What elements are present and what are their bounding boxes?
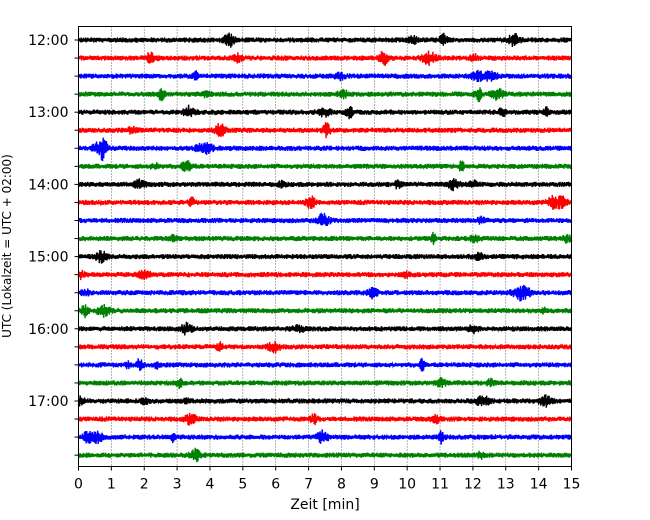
grid-lines (111, 26, 539, 467)
x-tick-label-9: 9 (370, 477, 379, 493)
x-tick-label-13: 13 (497, 477, 515, 493)
trace-1315 (77, 122, 573, 139)
x-axis-ticks: 0 1 2 3 4 5 6 7 8 9 10 11 12 13 14 15 (74, 466, 581, 493)
x-tick-label-2: 2 (140, 477, 149, 493)
x-tick-label-0: 0 (74, 477, 83, 493)
trace-1400 (77, 177, 573, 192)
trace-1745 (77, 447, 573, 463)
trace-1515 (77, 269, 573, 281)
trace-1615 (77, 340, 573, 354)
y-tick-label-4: 16:00 (28, 322, 68, 338)
trace-1345 (77, 160, 573, 172)
x-tick-label-11: 11 (431, 477, 449, 493)
trace-1630 (77, 357, 573, 372)
plot-frame (78, 26, 572, 467)
trace-1700 (77, 394, 573, 408)
trace-1500 (77, 249, 573, 264)
trace-1530 (77, 284, 573, 302)
x-tick-label-4: 4 (206, 477, 215, 493)
trace-1245 (77, 87, 573, 103)
x-tick-label-10: 10 (398, 477, 416, 493)
trace-1300 (77, 104, 573, 120)
trace-1230 (77, 69, 573, 83)
x-tick-label-7: 7 (304, 477, 313, 493)
y-tick-label-2: 14:00 (28, 177, 68, 193)
seismic-traces (77, 32, 573, 463)
x-tick-label-3: 3 (173, 477, 182, 493)
trace-1600 (77, 321, 573, 336)
x-tick-label-8: 8 (337, 477, 346, 493)
trace-1445 (77, 231, 573, 245)
trace-1730 (77, 429, 573, 445)
trace-1715 (77, 412, 573, 426)
y-axis-ticks: 12:00 13:00 14:00 15:00 16:00 17:00 (28, 33, 79, 456)
y-tick-label-0: 12:00 (28, 33, 68, 49)
trace-1330 (77, 137, 573, 162)
trace-1430 (77, 212, 573, 227)
x-tick-label-5: 5 (238, 477, 247, 493)
x-tick-label-15: 15 (563, 477, 581, 493)
x-tick-label-1: 1 (107, 477, 116, 493)
trace-1645 (77, 376, 573, 390)
y-tick-label-3: 15:00 (28, 250, 68, 266)
x-tick-label-6: 6 (271, 477, 280, 493)
trace-1200 (77, 32, 573, 48)
y-tick-label-1: 13:00 (28, 105, 68, 121)
x-tick-label-14: 14 (530, 477, 548, 493)
trace-1215 (77, 50, 573, 66)
trace-1545 (77, 303, 573, 319)
trace-1415 (77, 194, 573, 210)
x-tick-label-12: 12 (464, 477, 482, 493)
y-tick-label-5: 17:00 (28, 394, 68, 410)
y-axis-label: UTC (Lokalzeit = UTC + 02:00) (0, 154, 14, 338)
x-axis-label: Zeit [min] (290, 497, 359, 513)
